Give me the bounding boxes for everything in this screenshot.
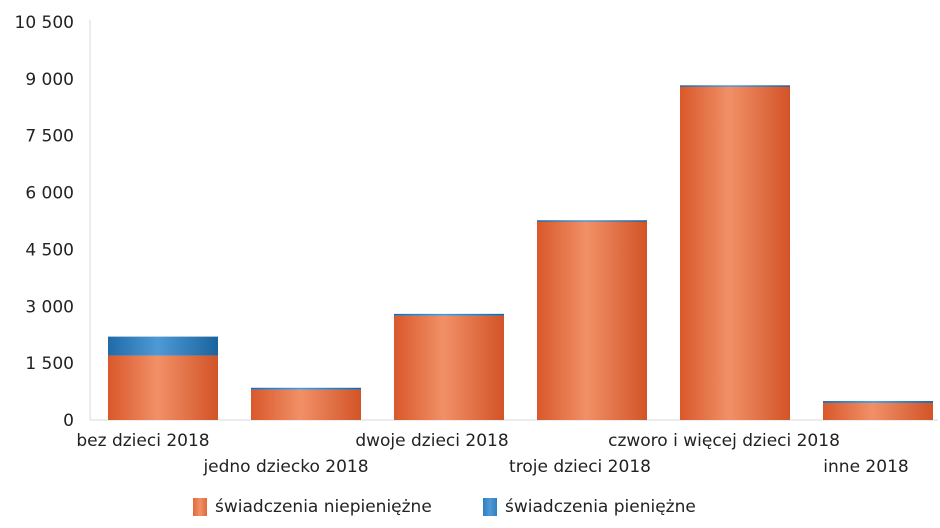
legend-swatch-blue — [483, 498, 497, 516]
x-category-label: dwoje dzieci 2018 — [355, 431, 508, 451]
legend-swatch-orange — [193, 498, 207, 516]
bar-segment-pieniezne — [823, 401, 933, 403]
y-tick-label: 7 500 — [25, 127, 74, 147]
legend-label: świadczenia niepieniężne — [215, 497, 432, 517]
legend: świadczenia niepieniężne świadczenia pie… — [0, 497, 940, 525]
x-category-label: jedno dziecko 2018 — [202, 457, 368, 477]
legend-label: świadczenia pieniężne — [505, 497, 696, 517]
bar-segment-pieniezne — [394, 313, 504, 316]
y-tick-label: 9 000 — [25, 70, 74, 90]
bar-segment-pieniezne — [251, 387, 361, 390]
bar-segment-niepieniezne — [108, 355, 218, 420]
legend-item-niepieniezne: świadczenia niepieniężne — [193, 497, 432, 517]
y-tick-label: 6 000 — [25, 184, 74, 204]
bar-segment-pieniezne — [537, 220, 647, 222]
y-tick-label: 1 500 — [25, 354, 74, 374]
bar-segment-pieniezne — [680, 85, 790, 87]
bar-segment-pieniezne — [108, 336, 218, 356]
x-category-label: inne 2018 — [823, 457, 908, 477]
bar-chart: 0 1 500 3 000 4 500 6 000 7 500 9 000 10 500 be… — [15, 13, 938, 477]
x-category-label: troje dzieci 2018 — [509, 457, 651, 477]
x-category-label: bez dzieci 2018 — [76, 431, 209, 451]
bar-segment-niepieniezne — [394, 315, 504, 420]
y-tick-label: 0 — [63, 411, 74, 431]
y-tick-label: 3 000 — [25, 297, 74, 317]
y-tick-label: 4 500 — [25, 240, 74, 260]
bar-segment-niepieniezne — [680, 86, 790, 420]
legend-item-pieniezne: świadczenia pieniężne — [483, 497, 696, 517]
bar-segment-niepieniezne — [823, 402, 933, 420]
x-category-label: czworo i więcej dzieci 2018 — [608, 431, 840, 451]
y-tick-label: 10 500 — [15, 13, 74, 33]
bar-segment-niepieniezne — [537, 221, 647, 420]
bar-segment-niepieniezne — [251, 389, 361, 420]
